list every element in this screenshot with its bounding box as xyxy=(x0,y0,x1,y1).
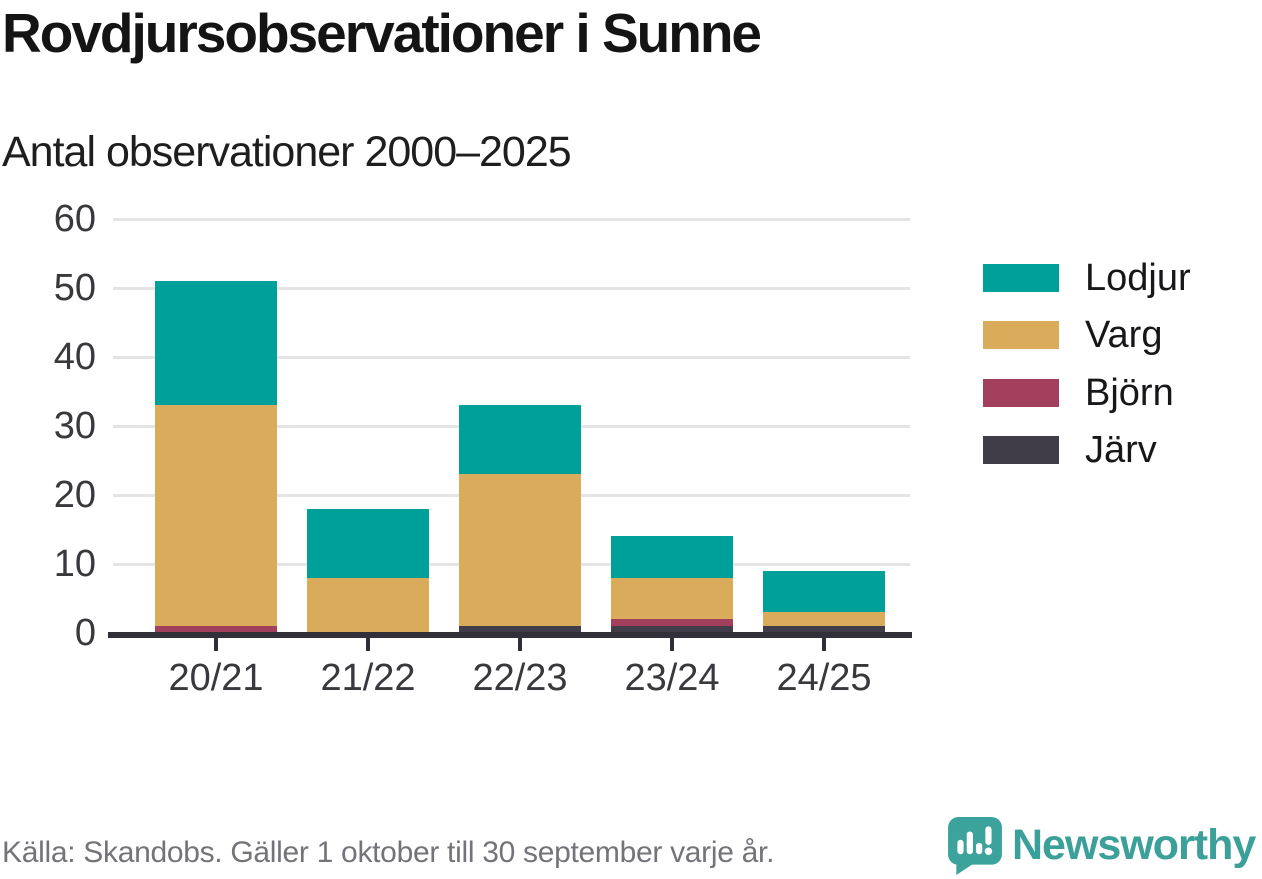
x-axis-tick xyxy=(822,638,826,651)
gridline xyxy=(113,217,910,221)
bar-segment-järv-22-23 xyxy=(459,626,581,633)
bar-segment-varg-21-22 xyxy=(307,577,429,633)
chart-subtitle: Antal observationer 2000–2025 xyxy=(2,128,572,176)
x-axis-tick xyxy=(518,638,522,651)
legend-label-björn: Björn xyxy=(1085,371,1174,414)
bar-segment-lodjur-24-25 xyxy=(763,570,885,613)
y-axis-tick-label: 20 xyxy=(53,474,96,516)
source-note: Källa: Skandobs. Gäller 1 oktober till 3… xyxy=(2,836,775,869)
bar-segment-lodjur-22-23 xyxy=(459,405,581,475)
x-axis-tick-label: 23/24 xyxy=(624,657,720,699)
y-axis-tick-label: 10 xyxy=(53,543,96,585)
bar-segment-järv-23-24 xyxy=(611,626,733,633)
bar-segment-varg-20-21 xyxy=(155,405,277,627)
bar-segment-björn-23-24 xyxy=(611,619,733,627)
chart-title: Rovdjursobservationer i Sunne xyxy=(2,2,762,64)
bar-segment-björn-20-21 xyxy=(155,626,277,633)
newsworthy-logo-icon xyxy=(948,817,1002,875)
x-axis-tick-label: 21/22 xyxy=(320,657,416,699)
y-axis-tick-label: 40 xyxy=(53,336,96,378)
x-axis-tick xyxy=(214,638,218,651)
legend-swatch-lodjur xyxy=(983,264,1059,292)
bar-segment-lodjur-23-24 xyxy=(611,536,733,578)
legend-label-lodjur: Lodjur xyxy=(1085,257,1191,299)
bar-segment-varg-23-24 xyxy=(611,577,733,620)
newsworthy-wordmark: Newsworthy xyxy=(1012,821,1256,869)
y-axis-tick-label: 0 xyxy=(74,612,96,654)
legend-swatch-varg xyxy=(983,321,1059,350)
x-axis-tick-label: 20/21 xyxy=(168,657,264,699)
bar-segment-lodjur-21-22 xyxy=(307,508,429,578)
y-axis-tick-label: 50 xyxy=(53,267,96,309)
x-axis-tick xyxy=(366,638,370,651)
y-axis-tick-label: 60 xyxy=(53,198,96,240)
bar-segment-varg-24-25 xyxy=(763,612,885,627)
x-axis-line xyxy=(108,632,912,638)
bar-segment-järv-24-25 xyxy=(763,626,885,633)
legend-label-järv: Järv xyxy=(1085,429,1157,472)
legend-swatch-järv xyxy=(983,436,1059,465)
legend-swatch-björn xyxy=(983,378,1059,407)
gridline xyxy=(113,286,910,290)
gridline xyxy=(113,355,910,359)
y-axis-tick-label: 30 xyxy=(53,405,96,447)
x-axis-tick xyxy=(670,638,674,651)
bar-segment-lodjur-20-21 xyxy=(155,281,277,406)
bar-segment-varg-22-23 xyxy=(459,474,581,627)
legend-label-varg: Varg xyxy=(1085,314,1163,357)
x-axis-tick-label: 24/25 xyxy=(776,657,872,699)
x-axis-tick-label: 22/23 xyxy=(472,657,568,699)
